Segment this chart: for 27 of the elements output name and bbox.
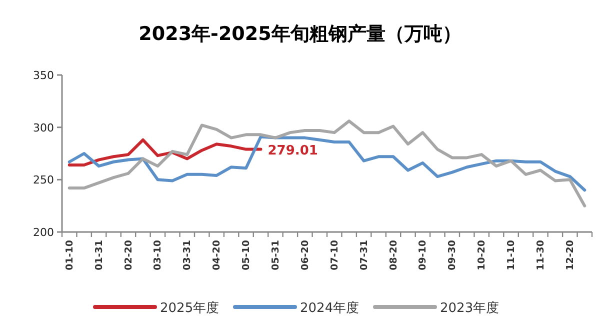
x-tick-label: 05-10	[241, 240, 252, 270]
y-tick-label: 250	[33, 174, 54, 187]
x-tick-label: 01-31	[94, 240, 105, 270]
x-tick-label: 08-20	[388, 240, 400, 270]
y-tick-label: 200	[33, 226, 54, 239]
x-tick-label: 03-10	[152, 240, 164, 270]
legend-label: 2024年度	[300, 300, 360, 316]
x-tick-label: 06-20	[300, 240, 311, 270]
x-tick-label: 12-20	[564, 240, 576, 270]
x-tick-label: 10-20	[476, 240, 488, 270]
x-tick-label: 09-10	[418, 240, 429, 270]
legend-label: 2023年度	[440, 300, 500, 316]
x-tick-label: 09-30	[447, 240, 458, 270]
y-tick-label: 300	[33, 121, 54, 134]
x-tick-label: 02-20	[123, 240, 134, 270]
x-tick-label: 03-31	[182, 240, 194, 270]
title: 2023年-2025年旬粗钢产量（万吨）	[138, 23, 462, 45]
x-tick-label: 07-31	[358, 240, 370, 270]
x-tick-label: 07-10	[329, 240, 340, 270]
legend-label: 2025年度	[160, 300, 220, 316]
x-tick-label: 11-30	[535, 240, 546, 270]
data-label: 279.01	[268, 143, 318, 158]
x-tick-label: 11-10	[506, 240, 518, 270]
x-tick-label: 05-31	[270, 240, 282, 270]
y-tick-label: 350	[33, 69, 54, 82]
x-tick-label: 04-20	[212, 240, 223, 270]
x-tick-label: 01-10	[64, 240, 76, 270]
